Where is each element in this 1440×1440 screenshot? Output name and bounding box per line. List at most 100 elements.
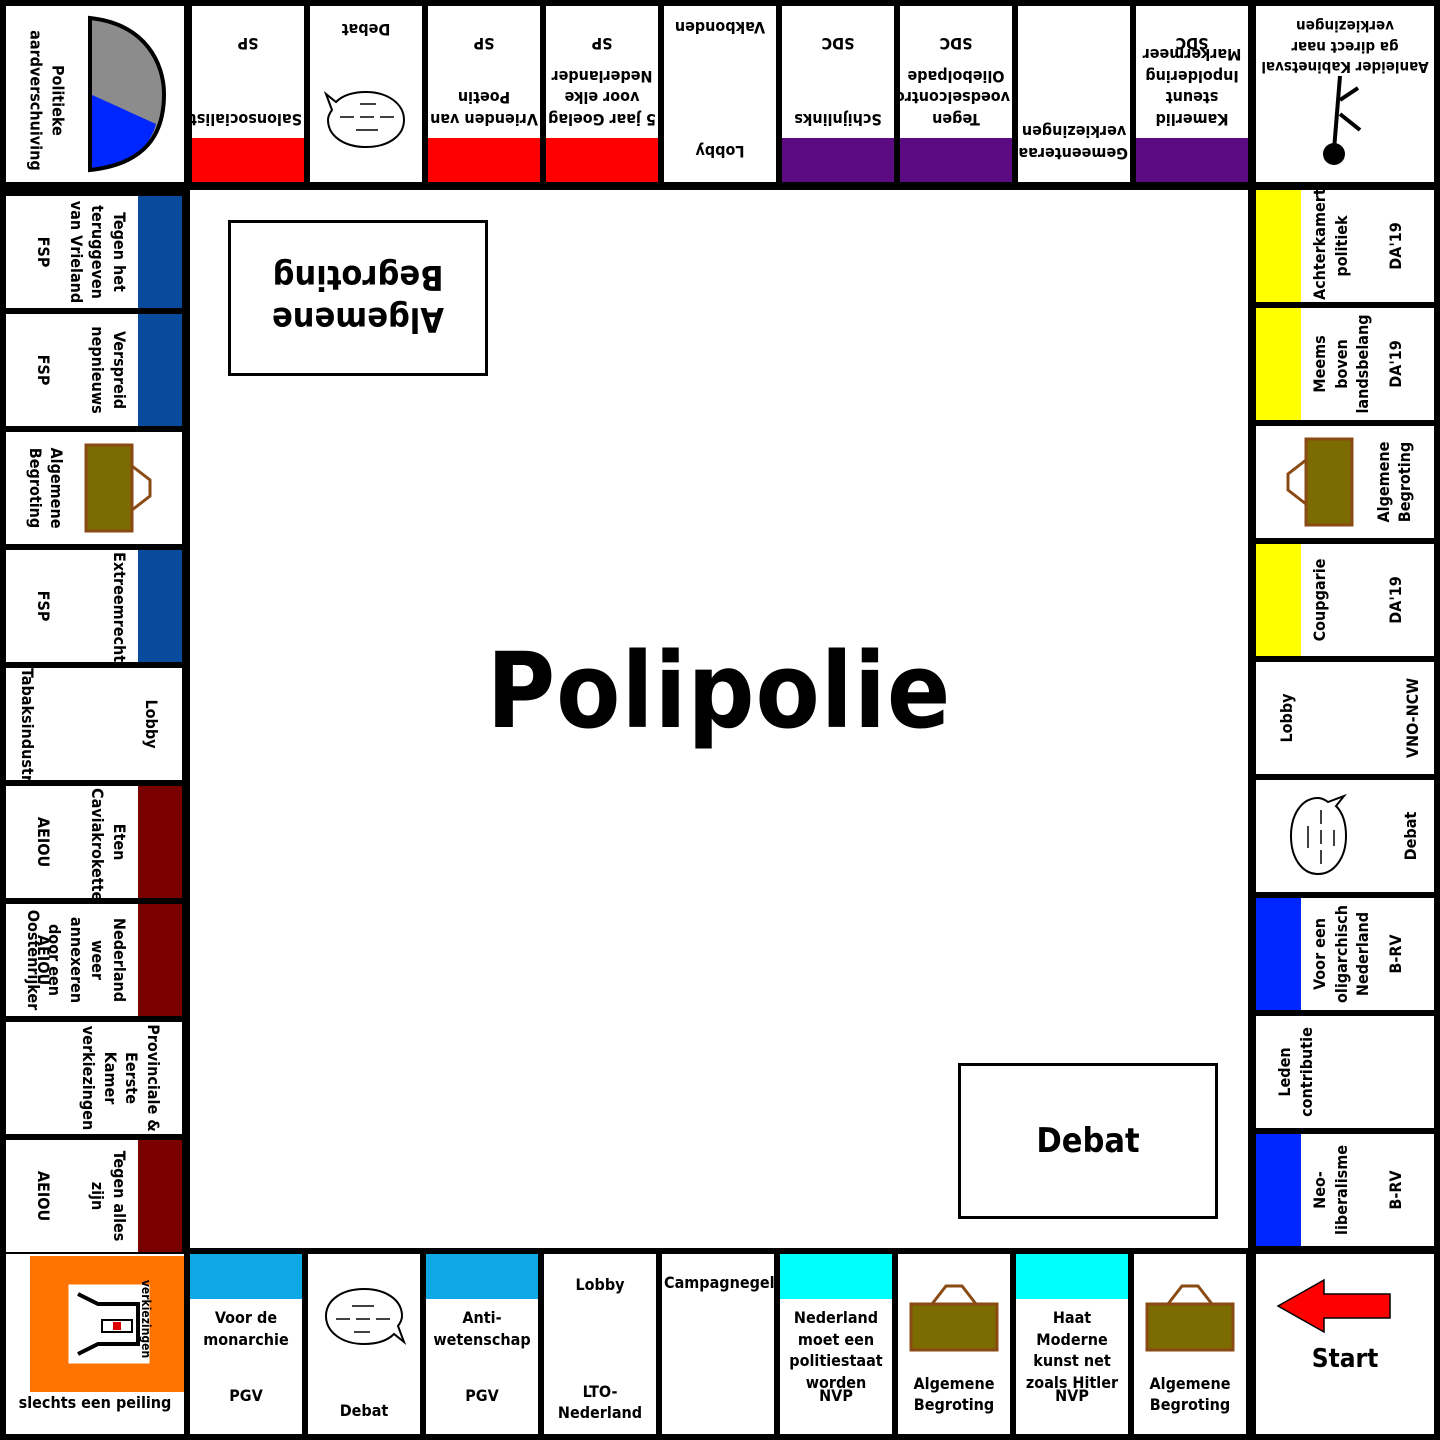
square-bottom-haat-moderne-kunst-net-zoals-hitler[interactable]: Haat Moderne kunst net zoals Hitler NVP	[1016, 1254, 1128, 1434]
square-bottom-algemene-begroting[interactable]: Algemene Begroting	[1134, 1254, 1246, 1434]
square-bottom-nederland-moet-een-politiestaat-worden[interactable]: Nederland moet een politiestaat worden NV…	[780, 1254, 892, 1434]
square-content: Lobby Vakbonden	[664, 6, 776, 182]
square-title: Tegen alles zijn	[88, 1150, 129, 1242]
square-top-5-jaar-goelag-voor-elke-nederlander[interactable]: 5 jaar Goelag voor elke Nederlander SP	[546, 6, 658, 182]
party-name: DA'19	[1386, 576, 1406, 624]
debat-deck[interactable]: Debat	[958, 1063, 1218, 1219]
square-right-debat[interactable]: Debat	[1256, 780, 1434, 892]
color-band	[1256, 190, 1301, 302]
square-content: Vrienden van Poetin SP	[428, 6, 540, 182]
square-title: Lobby	[575, 1275, 625, 1294]
square-content: Tegen voedselcontrole Oliebolpade SDC	[900, 6, 1012, 182]
start-label: Start	[1311, 1344, 1379, 1374]
square-content: Debat	[308, 1254, 420, 1434]
square-left-algemene-begroting[interactable]: Algemene Begroting	[6, 432, 182, 544]
color-band	[138, 786, 182, 898]
square-top-lobby[interactable]: Lobby Vakbonden	[664, 6, 776, 182]
square-content: Tegen alles zijn AEIOU	[6, 1140, 182, 1252]
game-title: Polipolie	[486, 630, 952, 752]
square-top-salonsocialisten[interactable]: Salonsocialisten SP	[192, 6, 304, 182]
square-top-kamerlid-steunt-inpoldering-markermeer[interactable]: Kamerlid steunt Inpoldering Markermeer SD…	[1136, 6, 1248, 182]
algemene-begroting-deck-label: Algemene Begroting	[272, 257, 444, 340]
square-top-debat[interactable]: Debat	[310, 6, 422, 182]
square-left-tegen-alles-zijn[interactable]: Tegen alles zijn AEIOU	[6, 1140, 182, 1252]
square-title: Haat Moderne kunst net zoals Hitler	[1025, 1308, 1119, 1392]
square-bottom-voor-de-monarchie[interactable]: Voor de monarchie PGV	[190, 1254, 302, 1434]
party-name: AEIOU	[33, 934, 53, 986]
square-title: Debat	[339, 1401, 389, 1421]
square-content: Verspreid nepnieuws FSP	[6, 314, 182, 426]
square-title: Salonsocialisten	[192, 110, 302, 129]
square-top-tegen-voedselcontrole-oliebolpade[interactable]: Tegen voedselcontrole Oliebolpade SDC	[900, 6, 1012, 182]
square-title: Algemene Begroting	[1149, 1373, 1231, 1415]
square-content: Extreemrechts FSP	[6, 550, 182, 662]
gallows-icon	[1323, 75, 1362, 165]
party-name: FSP	[33, 590, 53, 622]
color-band	[1256, 1134, 1301, 1246]
corner-go-to-verkiezingen[interactable]: Aanleider Kabinetsval ga direct naar ver…	[1256, 6, 1434, 182]
square-right-coupgarie[interactable]: Coupgarie DA'19	[1256, 544, 1434, 656]
square-title: Algemene Begroting	[913, 1373, 995, 1415]
corner-start[interactable]: Start	[1256, 1254, 1434, 1434]
start-arrow-icon	[1276, 1278, 1391, 1334]
color-band	[190, 1254, 302, 1299]
color-band	[138, 1140, 182, 1252]
corner-free-parking[interactable]: Politieke aardverschuiving	[6, 6, 184, 182]
square-content: Nederland weer annexeren door een Oosten…	[6, 904, 182, 1016]
square-title: Nederland moet een politiestaat worden	[789, 1308, 883, 1392]
square-bottom-lobby[interactable]: Lobby LTO-Nederland	[544, 1254, 656, 1434]
color-band	[782, 138, 894, 182]
jail-bottom-text: slechts een peiling	[18, 1393, 172, 1412]
square-left-verspreid-nepnieuws[interactable]: Verspreid nepnieuws FSP	[6, 314, 182, 426]
square-left-nederland-weer-annexeren-door-een-oostenrijker[interactable]: Nederland weer annexeren door een Oosten…	[6, 904, 182, 1016]
square-content: Haat Moderne kunst net zoals Hitler NVP	[1016, 1254, 1128, 1434]
square-content: Eten Caviakroketten AEIOU	[6, 786, 182, 898]
square-right-achterkamertjes-politiek[interactable]: Achterkamertjes politiek DA'19	[1256, 190, 1434, 302]
square-title: Neo-liberalisme	[1310, 1145, 1351, 1235]
square-right-algemene-begroting[interactable]: Algemene Begroting	[1256, 426, 1434, 538]
square-title: Tegen het teruggeven van Vrieland	[66, 200, 129, 304]
square-right-meems-boven-landsbelang[interactable]: Meems boven landsbelang DA'19	[1256, 308, 1434, 420]
square-left-eten-caviakroketten[interactable]: Eten Caviakroketten AEIOU	[6, 786, 182, 898]
square-bottom-debat[interactable]: Debat	[308, 1254, 420, 1434]
square-content: Coupgarie DA'19	[1256, 544, 1434, 656]
color-band	[780, 1254, 892, 1299]
square-left-provinciale-eerste-kamer-verkiezingen[interactable]: Provinciale & Eerste Kamer verkiezingen	[6, 1022, 182, 1134]
party-name: NVP	[819, 1386, 853, 1406]
party-name: PGV	[465, 1386, 499, 1406]
color-band	[426, 1254, 538, 1299]
square-bottom-anti-wetenschap[interactable]: Anti-wetenschap PGV	[426, 1254, 538, 1434]
square-top-gemeenteraads-verkiezingen[interactable]: Gemeenteraads verkiezingen	[1018, 6, 1130, 182]
square-content: Campagnegeld	[662, 1254, 774, 1434]
party-name: PGV	[229, 1386, 263, 1406]
square-content: Neo-liberalisme B-RV	[1256, 1134, 1434, 1246]
corner-jail[interactable]: verkiezingen slechts een peiling	[6, 1254, 184, 1434]
ballot-box-icon	[68, 1284, 150, 1364]
algemene-begroting-deck[interactable]: Algemene Begroting	[228, 220, 488, 376]
square-left-tegen-het-teruggeven-van-vrieland[interactable]: Tegen het teruggeven van Vrieland FSP	[6, 196, 182, 308]
square-left-lobby[interactable]: Lobby Tabaksindustrie	[6, 668, 182, 780]
square-right-voor-een-oligarchisch-nederland[interactable]: Voor een oligarchisch Nederland B-RV	[1256, 898, 1434, 1010]
party-name: LTO-Nederland	[557, 1381, 643, 1423]
square-title: Voor de monarchie	[203, 1308, 289, 1349]
party-name: VNO-NCW	[1403, 677, 1423, 759]
square-bottom-campagnegeld[interactable]: Campagnegeld	[662, 1254, 774, 1434]
square-right-leden-contributie[interactable]: Leden contributie	[1256, 1016, 1434, 1128]
square-right-neo-liberalisme[interactable]: Neo-liberalisme B-RV	[1256, 1134, 1434, 1246]
square-title: Lobby	[1277, 693, 1296, 743]
square-left-extreemrechts[interactable]: Extreemrechts FSP	[6, 550, 182, 662]
briefcase-icon	[1145, 1284, 1235, 1352]
jail-box	[30, 1256, 184, 1392]
party-name: SP	[473, 33, 495, 53]
party-name: Tabaksindustrie	[17, 668, 37, 780]
square-right-lobby[interactable]: Lobby VNO-NCW	[1256, 662, 1434, 774]
party-name: DA'19	[1386, 222, 1406, 270]
square-title: Meems boven landsbelang	[1310, 314, 1373, 414]
square-bottom-algemene-begroting[interactable]: Algemene Begroting	[898, 1254, 1010, 1434]
party-name: FSP	[33, 236, 53, 268]
color-band	[1256, 308, 1301, 420]
color-band	[1256, 898, 1301, 1010]
square-top-schijnlinks[interactable]: Schijnlinks SDC	[782, 6, 894, 182]
square-top-vrienden-van-poetin[interactable]: Vrienden van Poetin SP	[428, 6, 540, 182]
square-content: Voor de monarchie PGV	[190, 1254, 302, 1434]
